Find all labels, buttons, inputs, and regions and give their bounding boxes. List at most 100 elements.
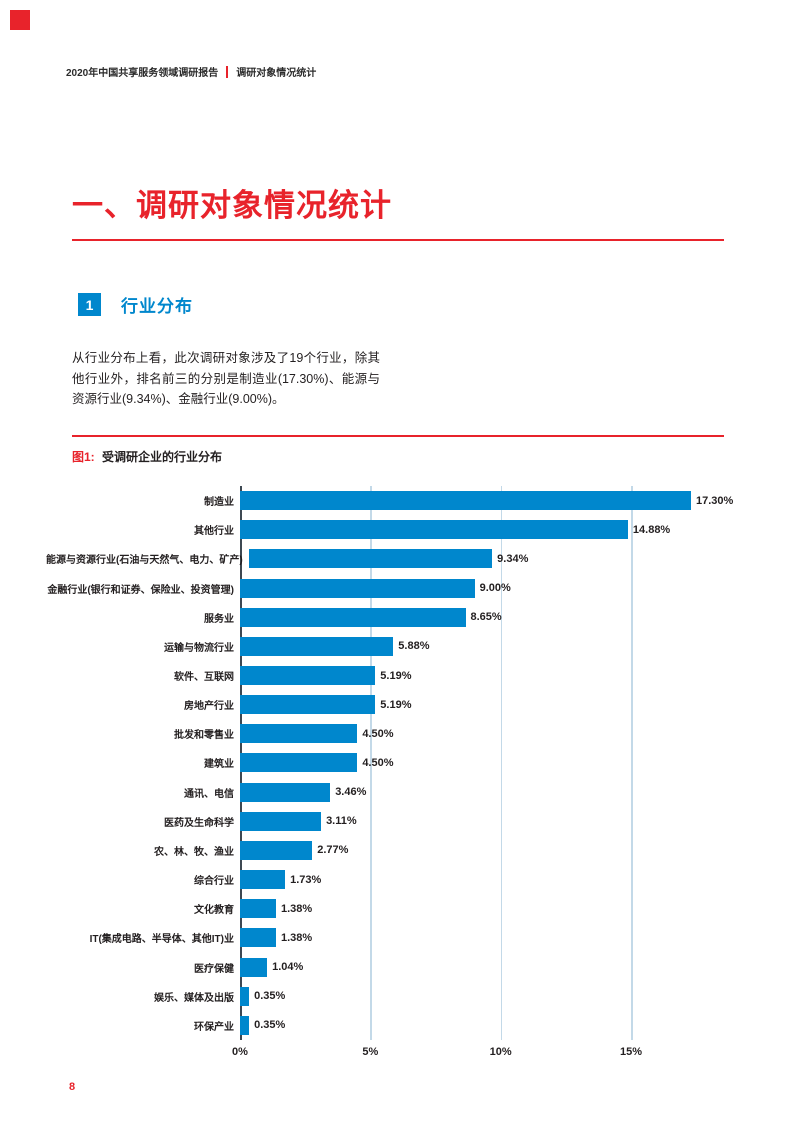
value-label: 3.11% bbox=[326, 815, 357, 828]
bar bbox=[240, 724, 358, 744]
chart-row: 服务业 8.65% bbox=[46, 603, 756, 632]
category-label-cell: 能源与资源行业(石油与天然气、电力、矿产) bbox=[46, 551, 243, 566]
chart-row: 其他行业 14.88% bbox=[46, 515, 756, 544]
header-section-title: 调研对象情况统计 bbox=[236, 68, 317, 79]
chart-gridline bbox=[631, 486, 633, 1040]
value-label: 4.50% bbox=[362, 756, 394, 769]
chart-row: 制造业 17.30% bbox=[46, 486, 756, 515]
category-label: 医疗保健 bbox=[194, 963, 234, 975]
chart-row: 娱乐、媒体及出版 0.35% bbox=[46, 982, 756, 1011]
value-label: 4.50% bbox=[362, 727, 394, 740]
bar bbox=[240, 520, 628, 540]
category-label-cell: 医药及生命科学 bbox=[46, 814, 234, 829]
category-label-cell: 通讯、电信 bbox=[46, 785, 234, 800]
chart-row: 能源与资源行业(石油与天然气、电力、矿产) 9.34% bbox=[46, 544, 756, 573]
chart-rows: 制造业 17.30% 其他行业 14.88% 能源与资源行业(石油与天然气、电力、矿产)… bbox=[46, 486, 756, 1040]
bar bbox=[240, 840, 313, 860]
category-label-cell: IT(集成电路、半导体、其他IT)业 bbox=[46, 930, 234, 945]
figure-title: 受调研企业的行业分布 bbox=[102, 450, 223, 464]
bar bbox=[248, 549, 493, 569]
page-header: 2020年中国共享服务领域调研报告 调研对象情况统计 bbox=[66, 64, 316, 79]
chart-x-axis: 0% 5% 10% 15% bbox=[46, 1046, 756, 1066]
category-label: 批发和零售业 bbox=[174, 730, 234, 742]
category-label: 运输与物流行业 bbox=[164, 642, 234, 654]
category-label: 服务业 bbox=[204, 613, 234, 625]
chart-row: 房地产行业 5.19% bbox=[46, 690, 756, 719]
chart-row: 金融行业(银行和证券、保险业、投资管理) 9.00% bbox=[46, 573, 756, 602]
value-label: 5.19% bbox=[380, 698, 412, 711]
chart-gridline bbox=[370, 486, 372, 1040]
figure-caption: 图1: 受调研企业的行业分布 bbox=[72, 448, 222, 465]
category-label-cell: 文化教育 bbox=[46, 901, 234, 916]
value-label: 14.88% bbox=[632, 523, 671, 536]
corner-accent-square bbox=[10, 10, 30, 30]
title-rule bbox=[72, 239, 724, 241]
bar bbox=[240, 957, 268, 977]
category-label: 金融行业(银行和证券、保险业、投资管理) bbox=[47, 584, 234, 596]
category-label: 文化教育 bbox=[194, 905, 234, 917]
bar bbox=[240, 928, 276, 948]
category-label: 综合行业 bbox=[194, 876, 234, 888]
x-axis-tick-label: 0% bbox=[232, 1046, 248, 1058]
bar bbox=[240, 666, 376, 686]
category-label: 建筑业 bbox=[204, 759, 234, 771]
chart-row: 运输与物流行业 5.88% bbox=[46, 632, 756, 661]
subsection-number-badge: 1 bbox=[78, 293, 101, 316]
category-label-cell: 综合行业 bbox=[46, 872, 234, 887]
chart-row: 医疗保健 1.04% bbox=[46, 953, 756, 982]
category-label-cell: 娱乐、媒体及出版 bbox=[46, 989, 234, 1004]
category-label: 能源与资源行业(石油与天然气、电力、矿产) bbox=[46, 555, 243, 567]
bar bbox=[240, 578, 475, 598]
value-label: 1.04% bbox=[272, 961, 304, 974]
category-label: 软件、互联网 bbox=[174, 672, 234, 684]
value-label: 1.38% bbox=[280, 931, 313, 944]
category-label-cell: 农、林、牧、渔业 bbox=[46, 843, 234, 858]
value-label: 9.34% bbox=[497, 552, 529, 565]
category-label: 制造业 bbox=[204, 497, 234, 509]
x-axis-tick-label: 15% bbox=[620, 1046, 643, 1058]
category-label-cell: 医疗保健 bbox=[46, 960, 234, 975]
header-separator-bar bbox=[226, 65, 229, 78]
bar bbox=[240, 753, 358, 773]
section-title: 一、调研对象情况统计 bbox=[72, 188, 392, 223]
x-axis-tick-label: 10% bbox=[489, 1046, 512, 1058]
bar bbox=[240, 607, 466, 627]
category-label-cell: 建筑业 bbox=[46, 755, 234, 770]
value-label: 8.65% bbox=[470, 611, 502, 624]
category-label: 农、林、牧、渔业 bbox=[154, 846, 234, 858]
chart-row: 通讯、电信 3.46% bbox=[46, 778, 756, 807]
chart-row: 批发和零售业 4.50% bbox=[46, 719, 756, 748]
bar bbox=[240, 899, 276, 919]
chart-gridline bbox=[500, 486, 503, 1040]
category-label-cell: 批发和零售业 bbox=[46, 726, 234, 741]
category-label-cell: 其他行业 bbox=[46, 522, 234, 537]
subsection-header: 1 行业分布 bbox=[78, 292, 193, 317]
category-label-cell: 运输与物流行业 bbox=[46, 639, 234, 654]
category-label: 娱乐、媒体及出版 bbox=[154, 992, 234, 1004]
chart-row: 文化教育 1.38% bbox=[46, 894, 756, 923]
bar bbox=[240, 811, 322, 831]
category-label: 通讯、电信 bbox=[184, 788, 234, 800]
value-label: 1.38% bbox=[280, 902, 313, 915]
category-label: 医药及生命科学 bbox=[164, 817, 234, 829]
bar bbox=[240, 636, 394, 656]
value-label: 9.00% bbox=[479, 582, 511, 595]
bar bbox=[240, 491, 691, 511]
chart-row: IT(集成电路、半导体、其他IT)业 1.38% bbox=[46, 923, 756, 952]
figure-rule bbox=[72, 435, 724, 437]
bar bbox=[240, 1015, 250, 1035]
category-label: IT(集成电路、半导体、其他IT)业 bbox=[89, 934, 234, 946]
category-label: 环保产业 bbox=[194, 1021, 234, 1033]
body-paragraph: 从行业分布上看，此次调研对象涉及了19个行业，除其他行业外，排名前三的分别是制造… bbox=[72, 351, 380, 406]
chart-row: 综合行业 1.73% bbox=[46, 865, 756, 894]
value-label: 3.46% bbox=[335, 786, 367, 799]
header-report-title: 2020年中国共享服务领域调研报告 bbox=[66, 68, 219, 79]
x-axis-tick-label: 5% bbox=[362, 1046, 379, 1058]
category-label-cell: 房地产行业 bbox=[46, 697, 234, 712]
bar bbox=[240, 870, 286, 890]
category-label-cell: 软件、互联网 bbox=[46, 668, 234, 683]
industry-distribution-chart: 制造业 17.30% 其他行业 14.88% 能源与资源行业(石油与天然气、电力、矿产)… bbox=[46, 486, 756, 1068]
value-label: 0.35% bbox=[254, 1019, 286, 1032]
figure-label: 图1: bbox=[72, 450, 95, 464]
